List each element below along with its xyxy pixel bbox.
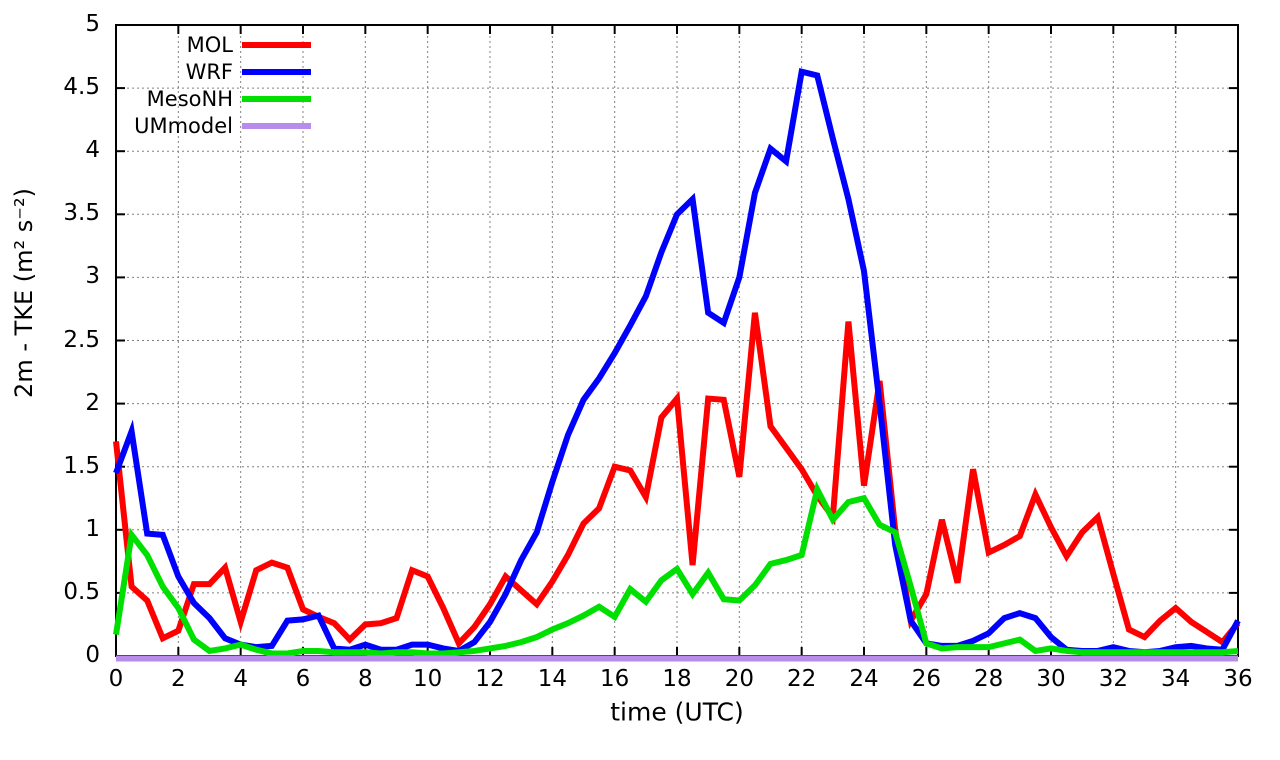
series-line-MesoNH bbox=[113, 480, 1239, 657]
legend-line-sample bbox=[242, 95, 311, 102]
legend-label: UMmodel bbox=[134, 113, 233, 138]
legend: MOL WRF MesoNH UMmodel bbox=[100, 31, 311, 139]
legend-line-sample bbox=[242, 68, 311, 75]
legend-item-MesoNH: MesoNH bbox=[100, 85, 311, 112]
legend-label: WRF bbox=[185, 59, 233, 84]
legend-item-WRF: WRF bbox=[100, 58, 311, 85]
legend-label: MOL bbox=[186, 32, 233, 57]
series-line-WRF bbox=[113, 68, 1241, 656]
series-line-MOL bbox=[113, 312, 1241, 649]
legend-line-sample bbox=[242, 122, 311, 129]
legend-label: MesoNH bbox=[146, 86, 233, 111]
legend-item-UMmodel: UMmodel bbox=[100, 112, 311, 139]
legend-line-sample bbox=[242, 41, 311, 48]
legend-item-MOL: MOL bbox=[100, 31, 311, 58]
y-axis-label: 2m - TKE (m² s⁻²) bbox=[10, 188, 38, 398]
x-axis-label: time (UTC) bbox=[610, 697, 744, 727]
